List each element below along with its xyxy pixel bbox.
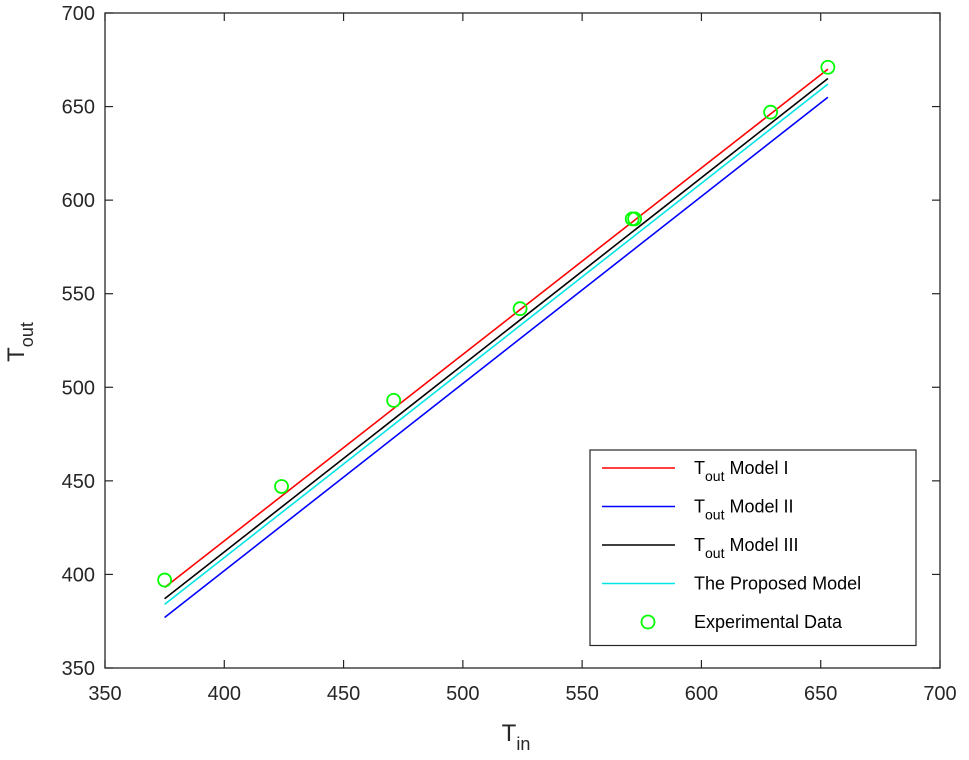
x-axis-title: Tin — [502, 720, 531, 754]
legend-label-the-proposed-model: The Proposed Model — [694, 574, 861, 594]
x-axis-title-main: T — [502, 720, 517, 747]
x-tick-label: 600 — [685, 683, 718, 705]
data-point-experimental-data — [386, 392, 402, 408]
legend-box — [589, 449, 917, 647]
x-tick-label: 700 — [923, 683, 956, 705]
legend-swatch-experimental-data — [640, 614, 656, 630]
legend: Tout Model I Tout Model II Tout Model III T… — [589, 449, 917, 647]
y-tick-label: 450 — [62, 471, 95, 493]
y-tick-label: 400 — [62, 564, 95, 586]
y-axis: 350 400 450 500 550 600 650 700 — [62, 3, 940, 680]
y-tick-label: 500 — [62, 377, 95, 399]
y-tick-label: 600 — [62, 190, 95, 212]
legend-label-model-iii: Tout Model III — [694, 535, 799, 561]
data-point-experimental-data — [274, 479, 289, 494]
data-point-experimental-data — [512, 301, 528, 317]
y-tick-label: 650 — [62, 97, 95, 119]
y-axis-title-main: T — [3, 347, 30, 362]
y-tick-label: 700 — [62, 3, 95, 25]
x-tick-label: 400 — [208, 683, 241, 705]
x-axis-title-sub: in — [516, 734, 530, 754]
series-layer — [157, 59, 836, 619]
x-tick-label: 350 — [88, 683, 121, 705]
data-point-experimental-data — [763, 104, 779, 120]
x-tick-label: 650 — [804, 683, 837, 705]
x-axis: 350 400 450 500 550 600 650 700 — [88, 13, 957, 705]
x-tick-label: 550 — [565, 683, 598, 705]
x-tick-label: 450 — [327, 683, 360, 705]
series-line-model-i — [164, 68, 829, 589]
legend-label-model-ii: Tout Model II — [694, 497, 794, 523]
legend-label-model-i: Tout Model I — [694, 458, 789, 484]
x-tick-label: 500 — [446, 683, 479, 705]
legend-label-experimental-data: Experimental Data — [694, 612, 843, 632]
data-point-experimental-data — [627, 211, 643, 227]
y-tick-label: 550 — [62, 284, 95, 306]
data-point-experimental-data — [157, 572, 173, 588]
series-line-model-iii — [164, 77, 829, 600]
y-tick-label: 350 — [62, 658, 95, 680]
series-line-model-ii — [164, 96, 829, 619]
series-line-the-proposed-model — [164, 83, 829, 606]
y-axis-title: Tout — [3, 322, 37, 362]
data-point-experimental-data — [820, 59, 836, 75]
y-axis-title-sub: out — [17, 322, 37, 347]
